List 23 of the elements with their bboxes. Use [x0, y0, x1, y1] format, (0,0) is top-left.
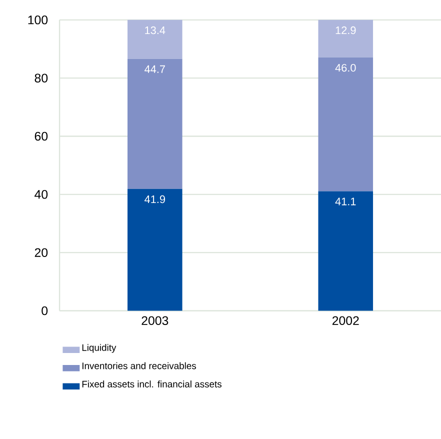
- x-tick-label: 2002: [332, 316, 359, 325]
- y-tick-label: 20: [34, 248, 48, 257]
- data-label: 41.1: [335, 198, 356, 206]
- y-tick-label: 0: [42, 306, 48, 316]
- x-tick-label: 2003: [142, 316, 168, 325]
- data-label: 13.4: [145, 26, 166, 34]
- y-tick-label: 40: [34, 190, 48, 199]
- y-tick-label: 60: [34, 132, 48, 141]
- bar: [128, 188, 182, 311]
- bar: [128, 20, 182, 59]
- data-label: 12.9: [336, 26, 356, 34]
- bar: [318, 191, 374, 311]
- legend-label: Fixed assets incl. financial assets: [82, 380, 222, 388]
- y-tick-label: 100: [28, 15, 48, 24]
- bar: [318, 57, 374, 192]
- bar: [128, 58, 182, 189]
- bar: [318, 20, 374, 58]
- y-tick-label: 80: [34, 74, 48, 82]
- legend-label: Inventories and receivables: [82, 362, 196, 370]
- data-label: 44.7: [144, 65, 165, 73]
- legend-label: Liquidity: [82, 344, 116, 353]
- data-label: 46.0: [335, 64, 356, 72]
- data-label: 41.9: [144, 195, 166, 204]
